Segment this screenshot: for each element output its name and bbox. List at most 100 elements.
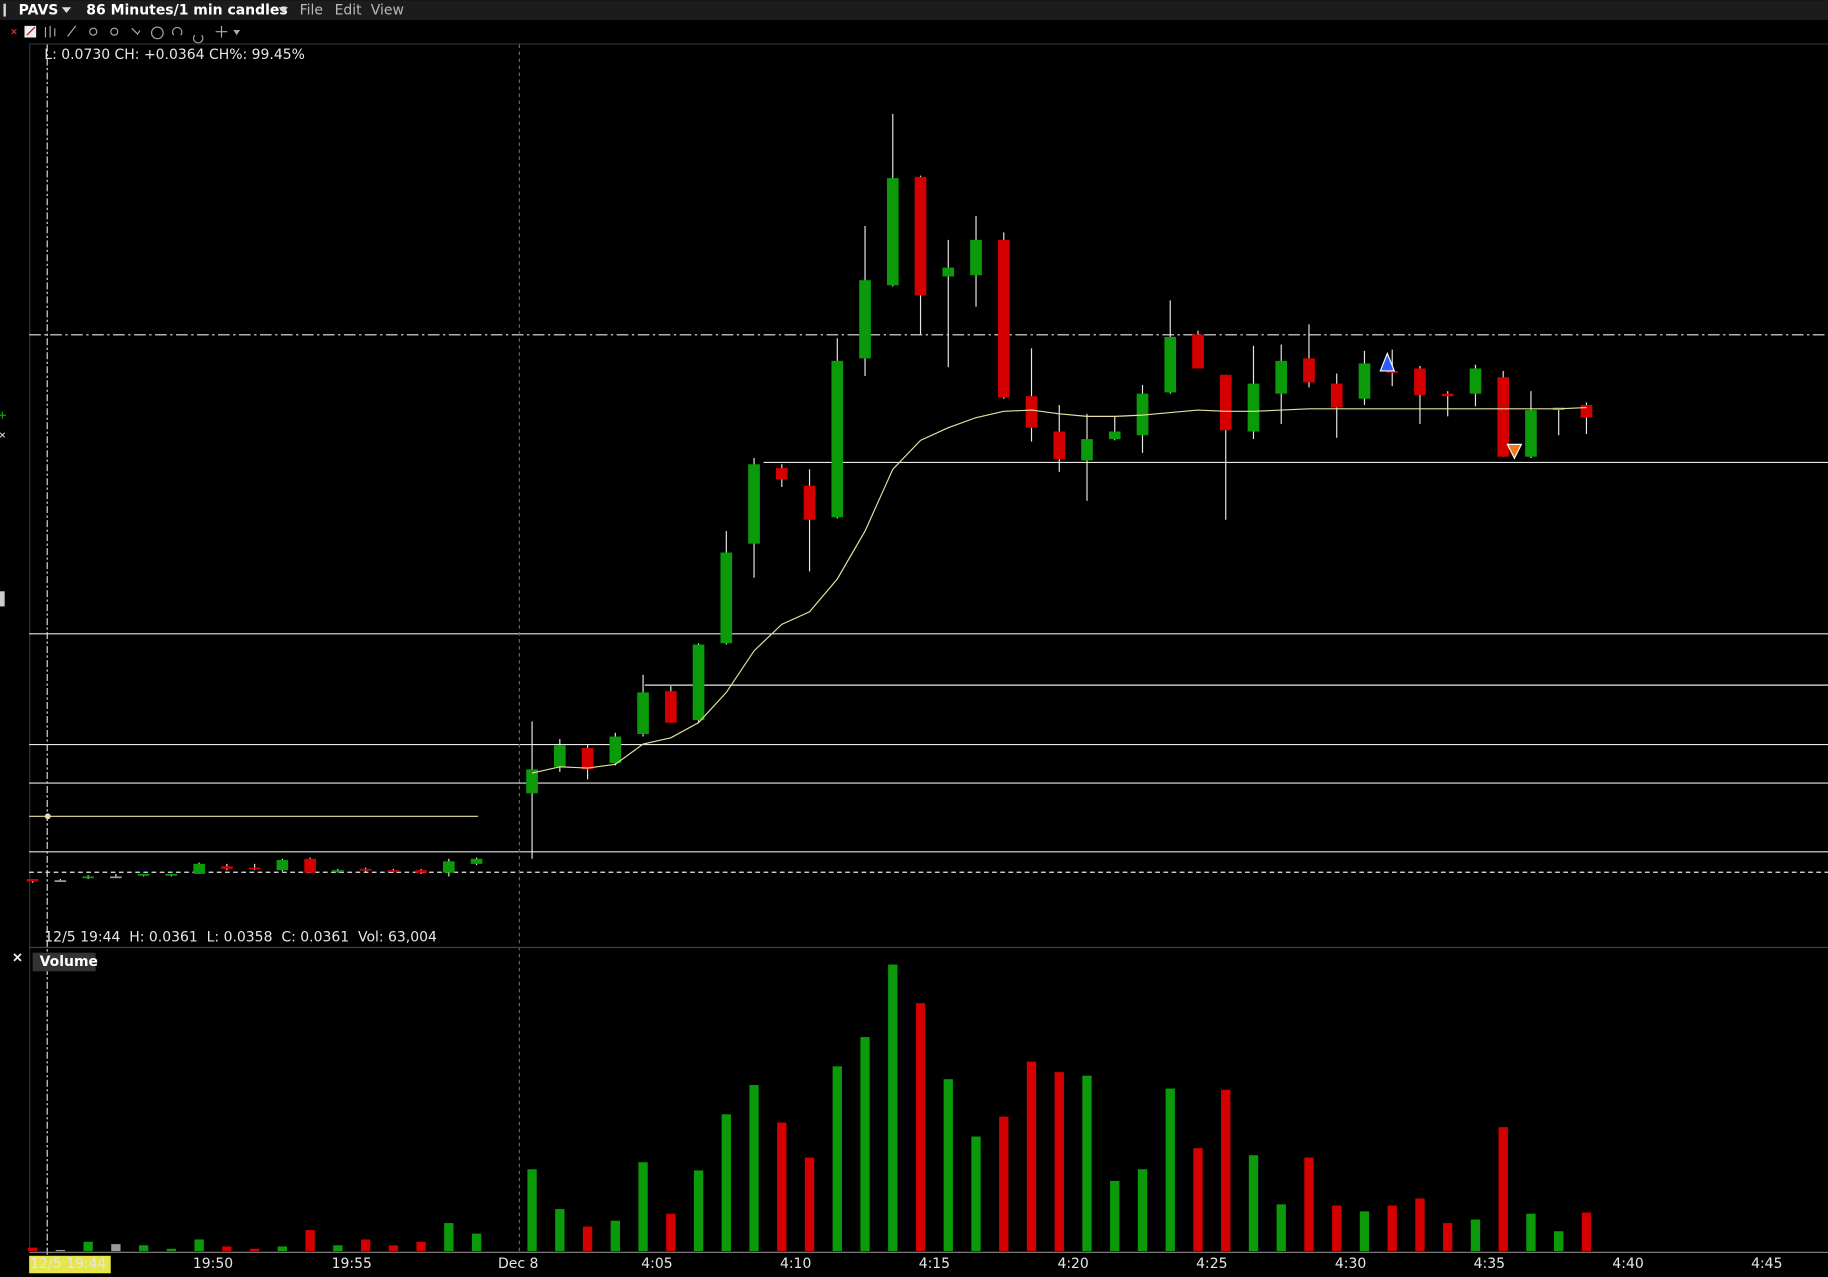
candle-body <box>1136 393 1149 436</box>
x-tick-label: 4:15 <box>919 1256 950 1272</box>
volume-bar <box>416 1241 426 1252</box>
candle-body <box>1386 370 1399 373</box>
volume-bar <box>1443 1223 1453 1252</box>
candle-body <box>1303 358 1315 383</box>
dropdown-arrow[interactable] <box>233 29 241 36</box>
volume-bar <box>1193 1148 1203 1252</box>
volume-bar <box>610 1220 620 1252</box>
x-tick-label: 19:55 <box>332 1256 372 1272</box>
x-tick-label: 4:35 <box>1474 1256 1505 1272</box>
candle-body <box>859 280 871 359</box>
x-tick-label: 4:30 <box>1335 1256 1366 1272</box>
candle-body <box>942 267 955 277</box>
volume-bar <box>527 1169 537 1252</box>
volume-bar <box>222 1246 232 1252</box>
candle-body <box>1247 383 1260 432</box>
candle-body <box>1441 393 1454 397</box>
volume-bar <box>388 1245 399 1252</box>
moving-average <box>531 406 1587 774</box>
menu-view[interactable]: View <box>371 3 404 19</box>
dropdown-arrow[interactable] <box>61 7 72 14</box>
volume-bar <box>138 1245 149 1252</box>
volume-bar <box>305 1230 315 1252</box>
candle-body <box>1192 334 1204 369</box>
candle-body <box>276 860 289 871</box>
volume-bar <box>194 1239 204 1252</box>
title-bar <box>0 0 1828 21</box>
x-tick-label: 4:20 <box>1057 1256 1088 1272</box>
drawn-lines <box>29 334 1828 873</box>
volume-bar <box>1137 1169 1148 1252</box>
dropdown-arrow[interactable] <box>278 7 288 14</box>
quote-info: L: 0.0730 CH: +0.0364 CH%: 99.45% <box>44 47 305 63</box>
volume-bar <box>27 1247 38 1252</box>
volume-bar <box>777 1122 787 1252</box>
candle-body <box>54 880 67 882</box>
period[interactable]: 86 Minutes/1 min candles <box>86 3 287 19</box>
split-icon[interactable] <box>215 25 228 38</box>
candle-body <box>581 747 594 770</box>
volume-bar <box>444 1223 454 1252</box>
x-tick-label: Dec 8 <box>498 1256 538 1272</box>
volume-bar <box>1332 1205 1342 1252</box>
volume-title: Volume <box>40 954 98 970</box>
buy-marker <box>1379 351 1396 372</box>
volume-bar <box>999 1116 1009 1252</box>
volume-bar <box>360 1239 371 1252</box>
zoom-out-icon[interactable] <box>110 27 119 36</box>
volume-bar <box>1082 1075 1092 1252</box>
hand-icon[interactable] <box>131 27 141 35</box>
candle-body <box>1108 431 1121 440</box>
side-handle[interactable] <box>0 591 5 607</box>
volume-bar <box>1359 1211 1370 1252</box>
close-pane[interactable] <box>13 953 22 962</box>
crosshair-icon[interactable] <box>150 26 164 40</box>
candle-body <box>359 868 372 871</box>
bars-icon[interactable] <box>44 25 56 38</box>
volume-bar <box>111 1244 121 1252</box>
candle-body <box>1525 410 1537 457</box>
volume-bar <box>1110 1180 1120 1252</box>
volume-bar <box>1415 1198 1425 1252</box>
redo-icon[interactable] <box>192 34 204 44</box>
volume-bar <box>971 1136 981 1252</box>
draw-icon-line <box>26 26 36 36</box>
candle-body <box>1358 363 1371 399</box>
volume-bar <box>1554 1231 1564 1252</box>
volume-bar <box>1026 1061 1037 1252</box>
x-tick-label: 4:45 <box>1751 1256 1782 1272</box>
sell-marker <box>1506 443 1523 460</box>
close-icon[interactable] <box>11 28 17 35</box>
volume-bar <box>555 1209 565 1252</box>
line-icon[interactable] <box>67 25 77 37</box>
candle-body <box>1330 383 1343 408</box>
volume-bar <box>832 1066 842 1252</box>
candle-body <box>137 873 150 876</box>
symbol[interactable]: PAVS <box>19 3 59 19</box>
x-tick-label: 4:10 <box>780 1256 811 1272</box>
volume-bar <box>1470 1219 1481 1252</box>
candle-body <box>193 863 205 874</box>
volume-bar <box>582 1226 593 1252</box>
candle-body <box>1081 439 1093 461</box>
volume-bar <box>333 1245 343 1252</box>
volume-bar <box>693 1170 704 1252</box>
menu-file[interactable]: File <box>300 3 323 19</box>
volume-bar <box>55 1249 66 1252</box>
menu-edit[interactable]: Edit <box>335 3 363 19</box>
volume-bar <box>1498 1127 1508 1252</box>
zoom-in-icon[interactable] <box>89 27 98 36</box>
volume-bar <box>83 1241 93 1252</box>
undo-icon[interactable] <box>171 26 183 36</box>
volume-bar <box>166 1248 177 1252</box>
candle-body <box>26 878 39 882</box>
candle-body <box>803 485 816 520</box>
candle-body <box>387 870 400 872</box>
candle-body <box>886 178 899 286</box>
plot: 12/5 19:44 19:50 19:55 Dec 8 4:05 4:10 4:15 4:2… <box>26 113 1782 1272</box>
x-tick-label: 4:40 <box>1612 1256 1643 1272</box>
volume-bar <box>1054 1072 1064 1252</box>
